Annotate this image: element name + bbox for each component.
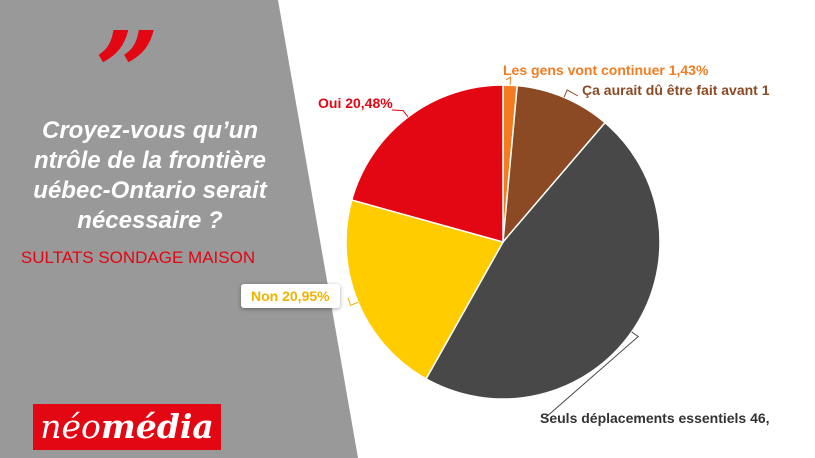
slice-label-seuls: Seuls déplacements essentiels 46, [540,410,770,426]
leader-line-2 [544,331,640,419]
question-line: uébec-Ontario serait [33,177,267,204]
label-leaders [347,76,640,419]
slice-label-gens: Les gens vont continuer 1,43% [503,62,709,78]
slice-label-avant: Ça aurait dû être fait avant 1 [582,82,770,98]
pie-slices [345,84,661,400]
pie-slice-4 [350,84,504,243]
question-line: nécessaire ? [77,207,223,234]
slice-label-oui: Oui 20,48% [318,95,393,111]
neomedia-logo: néomédia [33,404,221,450]
pie-slice-2 [425,121,661,400]
logo-part-bold: média [100,407,214,446]
poll-question: Croyez-vous qu’un ntrôle de la frontière… [0,116,300,236]
leader-line-3 [347,297,359,306]
slice-label-non: Non 20,95% [241,284,340,308]
leader-line-4 [391,109,409,118]
leader-line-0 [505,76,512,86]
poll-subtitle: SULTATS SONDAGE MAISON [20,248,256,267]
leader-line-1 [563,89,579,98]
question-line: ntrôle de la frontière [33,147,267,174]
question-line: Croyez-vous qu’un [41,117,258,144]
quote-icon: ” [95,8,160,139]
logo-text: néomédia [33,407,221,447]
logo-part-regular: néo [40,407,101,446]
